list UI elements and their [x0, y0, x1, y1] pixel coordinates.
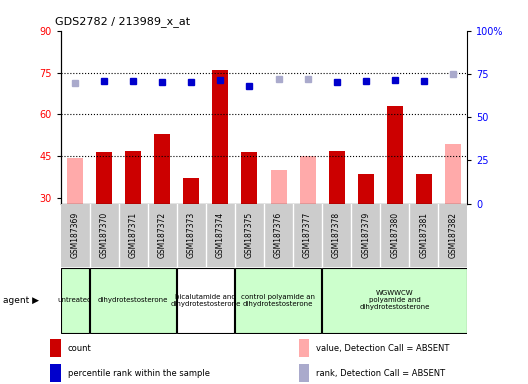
Bar — [125, 151, 142, 204]
Bar — [50, 339, 61, 357]
Text: untreated: untreated — [58, 298, 92, 303]
Bar — [328, 151, 345, 204]
Text: GSM187376: GSM187376 — [274, 212, 283, 258]
Text: count: count — [68, 344, 91, 353]
Bar — [241, 152, 258, 204]
Text: value, Detection Call = ABSENT: value, Detection Call = ABSENT — [316, 344, 450, 353]
Text: GDS2782 / 213989_x_at: GDS2782 / 213989_x_at — [55, 16, 191, 27]
Bar — [270, 170, 287, 204]
Text: GSM187377: GSM187377 — [303, 212, 312, 258]
Text: GSM187382: GSM187382 — [448, 212, 457, 258]
Text: GSM187381: GSM187381 — [419, 212, 428, 258]
Text: GSM187372: GSM187372 — [158, 212, 167, 258]
Bar — [299, 364, 309, 382]
Bar — [445, 144, 461, 204]
FancyBboxPatch shape — [235, 268, 322, 333]
Text: GSM187371: GSM187371 — [129, 212, 138, 258]
Text: GSM187370: GSM187370 — [100, 212, 109, 258]
Bar — [299, 339, 309, 357]
Text: control polyamide an
dihydrotestosterone: control polyamide an dihydrotestosterone — [241, 294, 315, 307]
Bar — [386, 106, 403, 204]
FancyBboxPatch shape — [90, 268, 176, 333]
Text: GSM187375: GSM187375 — [245, 212, 254, 258]
Text: GSM187374: GSM187374 — [216, 212, 225, 258]
Bar — [96, 152, 112, 204]
Text: GSM187369: GSM187369 — [71, 212, 80, 258]
Text: GSM187373: GSM187373 — [187, 212, 196, 258]
Text: dihydrotestosterone: dihydrotestosterone — [98, 298, 168, 303]
Bar — [67, 157, 83, 204]
Bar — [50, 364, 61, 382]
Bar — [299, 156, 316, 204]
Text: GSM187380: GSM187380 — [390, 212, 399, 258]
Text: percentile rank within the sample: percentile rank within the sample — [68, 369, 210, 377]
Bar — [416, 174, 432, 204]
Text: bicalutamide and
dihydrotestosterone: bicalutamide and dihydrotestosterone — [171, 294, 241, 307]
Text: rank, Detection Call = ABSENT: rank, Detection Call = ABSENT — [316, 369, 446, 377]
Bar — [212, 70, 229, 204]
Bar — [183, 179, 200, 204]
Text: agent ▶: agent ▶ — [3, 296, 39, 305]
Text: GSM187379: GSM187379 — [361, 212, 370, 258]
Bar — [154, 134, 171, 204]
FancyBboxPatch shape — [322, 268, 467, 333]
Bar — [357, 174, 374, 204]
Text: GSM187378: GSM187378 — [332, 212, 341, 258]
FancyBboxPatch shape — [61, 268, 89, 333]
Text: WGWWCW
polyamide and
dihydrotestosterone: WGWWCW polyamide and dihydrotestosterone — [359, 290, 430, 311]
FancyBboxPatch shape — [177, 268, 234, 333]
